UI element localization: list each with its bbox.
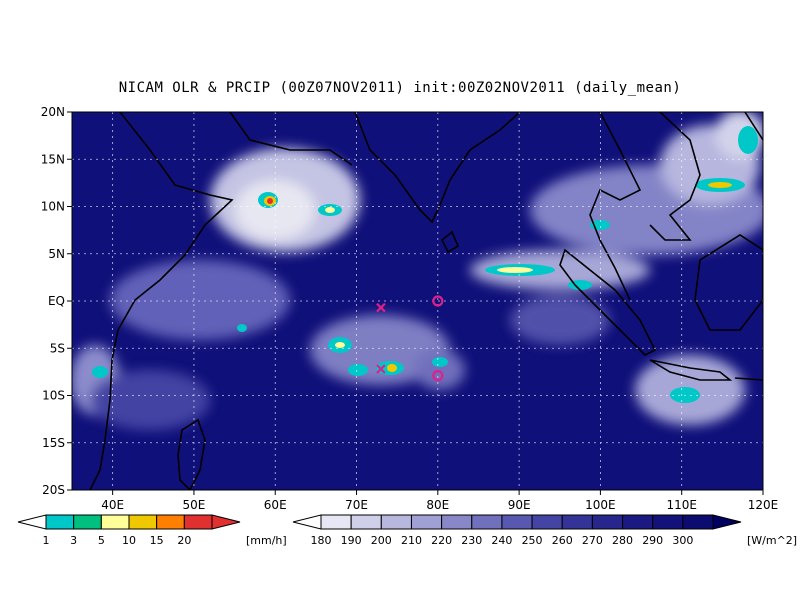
lon-tick-labels: 40E 50E 60E 70E 80E 90E 100E 110E 120E <box>101 498 778 512</box>
colorbar-swatch <box>652 514 684 530</box>
lon-tick-label: 80E <box>426 498 449 512</box>
colorbar-end-right <box>211 514 241 530</box>
colorbar-swatch <box>682 514 714 530</box>
olr-field <box>72 112 763 430</box>
colorbar-label: 270 <box>582 534 603 547</box>
colorbar-label: 280 <box>612 534 633 547</box>
axis-ticks <box>67 111 764 495</box>
colorbar-swatch <box>622 514 654 530</box>
colorbar-swatch <box>350 514 382 530</box>
lat-tick-label: 20N <box>41 105 65 119</box>
colorbar-swatch <box>45 514 75 530</box>
colorbar-label: 190 <box>341 534 362 547</box>
colorbar-swatch <box>380 514 412 530</box>
circle-marker <box>432 370 444 382</box>
colorbar-label: 290 <box>642 534 663 547</box>
colorbar-label: 200 <box>371 534 392 547</box>
colorbar-label: 15 <box>150 534 164 547</box>
map-title: NICAM OLR & PRCIP (00Z07NOV2011) init:00… <box>118 80 682 96</box>
colorbar-swatch <box>156 514 185 530</box>
lat-tick-label: 15S <box>42 436 65 450</box>
colorbar-swatch <box>501 514 533 530</box>
colorbar-swatch <box>410 514 443 530</box>
olr-legend: 180 190 200 210 220 230 240 250 260 270 280 290 300 [… <box>292 514 797 547</box>
colorbar-label: 240 <box>491 534 512 547</box>
colorbar-label: 300 <box>672 534 693 547</box>
colorbar-label: 220 <box>431 534 452 547</box>
lat-tick-label: 20S <box>42 483 65 497</box>
colorbar-swatch <box>73 514 102 530</box>
colorbar-swatch <box>128 514 158 530</box>
lon-tick-label: 40E <box>101 498 124 512</box>
colorbar-end-left <box>17 514 47 530</box>
storm-markers <box>376 295 444 382</box>
lon-tick-label: 110E <box>666 498 697 512</box>
circle-marker <box>432 295 444 307</box>
colorbar-swatch <box>320 514 352 530</box>
colorbar-label: 250 <box>522 534 543 547</box>
x-marker <box>376 364 386 374</box>
colorbar-label: 230 <box>461 534 482 547</box>
lon-tick-label: 90E <box>508 498 531 512</box>
colorbar-swatch <box>471 514 503 530</box>
map-grid <box>72 112 763 490</box>
lat-tick-label: 5N <box>48 247 65 261</box>
lon-tick-label: 50E <box>183 498 206 512</box>
x-marker <box>376 302 386 313</box>
colorbar-swatch <box>441 514 473 530</box>
colorbar-swatch <box>591 514 624 530</box>
colorbar-label: 10 <box>122 534 136 547</box>
colorbar-end-right <box>712 514 742 530</box>
colorbar-label: 5 <box>98 534 105 547</box>
lat-tick-labels: 20N 15N 10N 5N EQ 5S 10S 15S 20S <box>41 105 65 497</box>
lat-tick-label: EQ <box>48 294 65 308</box>
colorbar-unit: [W/m^2] <box>747 534 797 547</box>
lat-tick-label: 10S <box>42 389 65 403</box>
colorbar-label: 180 <box>311 534 332 547</box>
lat-tick-label: 15N <box>41 152 65 166</box>
colorbar-swatch <box>531 514 563 530</box>
colorbar-swatch <box>100 514 130 530</box>
colorbar-swatch <box>183 514 213 530</box>
lat-tick-label: 5S <box>50 341 65 355</box>
colorbar-label: 3 <box>70 534 77 547</box>
lon-tick-label: 70E <box>345 498 368 512</box>
lat-tick-label: 10N <box>41 200 65 214</box>
colorbar-unit: [mm/h] <box>246 534 287 547</box>
colorbar-label: 1 <box>43 534 50 547</box>
colorbar-label: 260 <box>552 534 573 547</box>
lon-tick-label: 100E <box>585 498 616 512</box>
colorbar-end-left <box>292 514 322 530</box>
lon-tick-label: 60E <box>264 498 287 512</box>
coastlines <box>89 112 763 490</box>
precip-legend: 1 3 5 10 15 20 [mm/h] <box>17 514 287 547</box>
colorbar-label: 210 <box>401 534 422 547</box>
colorbar-label: 20 <box>177 534 191 547</box>
lon-tick-label: 120E <box>748 498 779 512</box>
colorbar-swatch <box>561 514 593 530</box>
